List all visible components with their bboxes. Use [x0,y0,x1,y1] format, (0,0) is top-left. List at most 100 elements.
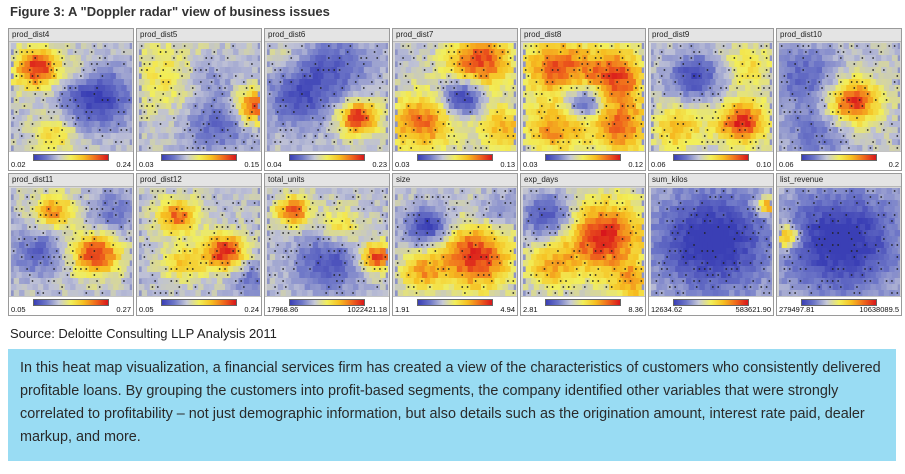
color-gradient [673,154,749,161]
heatmap-cell [320,188,327,195]
heatmap-cell [283,188,289,195]
data-point-marker [698,63,701,65]
heatmap-cell [206,145,212,151]
heatmap-cell [374,224,381,231]
heatmap-cell [606,97,613,104]
data-point-marker [370,81,373,83]
heatmap-cell [27,55,33,62]
heatmap-cell [366,49,373,56]
heatmap-cell [489,97,495,104]
data-point-marker [31,256,34,258]
heatmap-cell [13,194,20,201]
heatmap-cell [745,133,751,140]
data-point-marker [274,250,276,252]
heatmap-cell [310,188,316,195]
data-point-marker [208,292,210,294]
data-point-marker [360,57,363,59]
data-point-marker [287,196,290,198]
heatmap-cell [115,73,122,80]
heatmap-cell [878,109,885,116]
heatmap-cell [269,121,276,128]
heatmap-cell [784,139,791,146]
data-point-marker [442,87,445,89]
data-point-marker [842,99,845,101]
heatmap-cell [19,278,25,285]
heatmap-cell [347,115,354,122]
heatmap-cell [83,61,90,68]
data-point-marker [538,51,541,53]
heatmap-cell [176,139,183,146]
heatmap-cell [870,43,877,50]
data-point-marker [730,147,733,149]
heatmap-cell [688,103,695,110]
heatmap-cell [528,67,535,74]
data-point-marker [327,45,330,47]
heatmap-cell [304,67,311,74]
heatmap-cell [723,61,730,68]
heatmap-cell [761,109,768,116]
heatmap-cell [147,133,153,140]
heatmap-cell [141,49,148,56]
heatmap-cell [165,55,172,62]
data-point-marker [592,147,594,149]
data-point-marker [453,87,456,89]
data-point-marker [532,51,535,53]
data-point-marker [821,99,823,101]
heatmap-cell [563,85,570,92]
heatmap-cell [344,85,351,92]
heatmap-cell [171,248,178,255]
heatmap-cell [718,109,724,116]
heatmap-cell [88,73,95,80]
data-point-marker [546,81,549,83]
heatmap-cell [638,133,644,140]
data-point-marker [167,81,170,83]
heatmap-cell [419,49,425,56]
heatmap-cell [45,133,52,140]
heatmap-cell [416,139,423,146]
heatmap-cell [336,188,343,195]
data-point-marker [242,262,245,264]
heatmap-cell [443,67,450,74]
data-point-marker [47,280,50,282]
heatmap-cell [811,43,818,50]
data-point-marker [655,63,658,65]
heatmap-cell [233,290,239,296]
heatmap-cell [400,67,407,74]
heatmap-cell [587,127,594,134]
data-point-marker [311,117,314,119]
heatmap-cell [560,103,567,110]
heatmap-cell [456,85,463,92]
heatmap-cell [102,212,109,219]
heatmap-cell [440,109,447,116]
heatmap-cell [70,91,76,98]
heatmap-cell [489,85,495,92]
heatmap-cell [54,260,60,267]
data-point-marker [96,268,98,270]
heatmap-cell [326,188,332,195]
heatmap-cell [792,49,799,56]
heatmap-cell [141,194,148,201]
heatmap-cell [301,145,308,151]
heatmap-cell [456,133,463,140]
heatmap-panel-total-units: total_units 17968.86 1022421.18 [264,173,390,316]
data-point-marker [752,99,755,101]
heatmap-cell [813,121,820,128]
data-point-marker [592,135,594,137]
data-point-marker [26,196,29,198]
heatmap-cell [173,145,180,151]
data-point-marker [698,99,701,101]
heatmap-cell [797,73,804,80]
heatmap-cell [369,212,375,219]
heatmap-cell [32,260,39,267]
data-point-marker [482,93,485,95]
data-point-marker [245,220,248,222]
heatmap-cell [214,188,221,195]
heatmap-cell [195,85,202,92]
heatmap-cell [867,61,874,68]
heatmap-cell [67,206,74,213]
data-point-marker [242,286,245,288]
heatmap-cell [277,224,284,231]
heatmap-cell [467,121,474,128]
heatmap-cell [875,127,882,134]
data-point-marker [194,69,197,71]
